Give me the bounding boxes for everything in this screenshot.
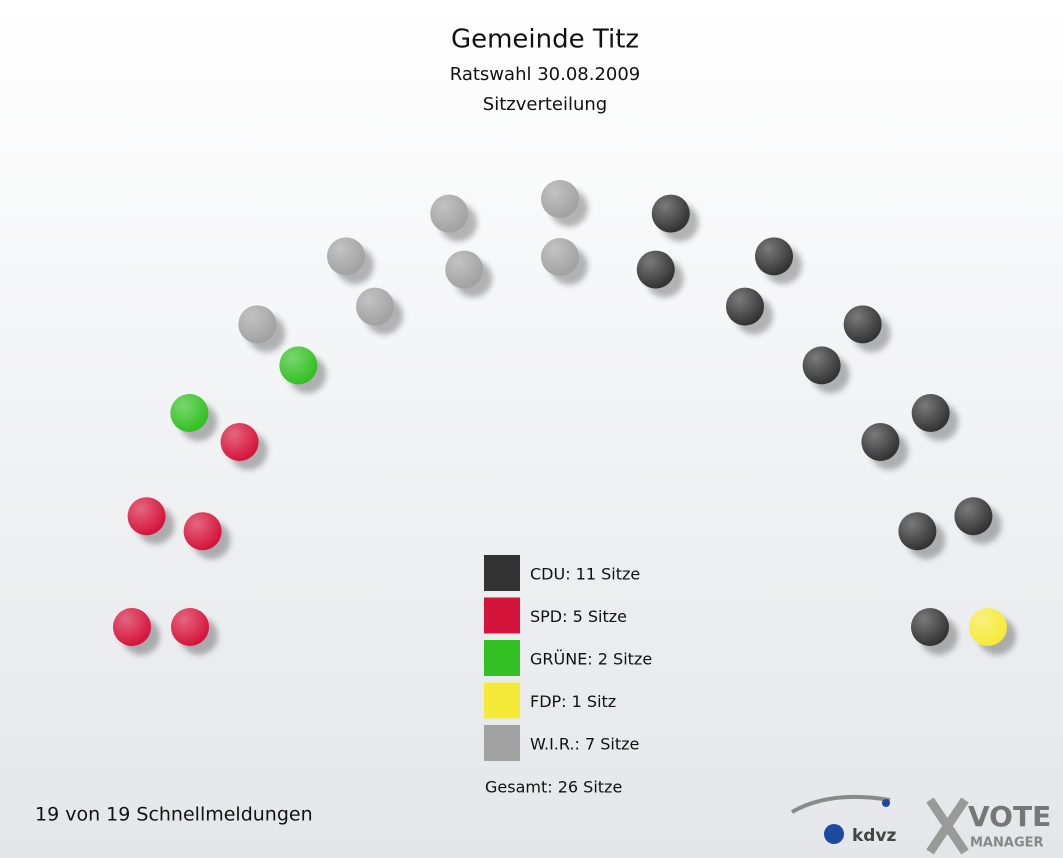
seat-shine — [954, 497, 993, 536]
party-seats — [113, 423, 268, 655]
party-seats — [636, 194, 1002, 655]
party-seats — [170, 346, 327, 441]
chart-title: Gemeinde Titz — [451, 25, 639, 55]
seat-shine — [171, 608, 209, 646]
seat-shine — [183, 512, 222, 551]
legend-swatch — [484, 640, 520, 676]
party-seats — [238, 180, 588, 353]
logo: kdvz VOTE MANAGER — [790, 794, 1051, 855]
seat-shine — [969, 608, 1007, 646]
seat-shine — [127, 497, 166, 536]
seat-shine — [911, 608, 949, 646]
seat-shine — [651, 194, 690, 233]
seat-shine — [802, 346, 841, 385]
seat-shine — [898, 512, 937, 551]
seat-shine — [113, 608, 151, 646]
seat-shine — [279, 346, 318, 385]
legend-label: SPD: 5 Sitze — [530, 607, 627, 626]
seat-shine — [861, 423, 900, 461]
seat-shine — [911, 394, 950, 432]
seat-shine — [843, 305, 882, 344]
seat-shine — [541, 238, 579, 276]
seat-shine — [445, 250, 484, 289]
chart-subtitle: Sitzverteilung — [483, 94, 607, 115]
legend-swatch — [484, 682, 520, 719]
footer: 19 von 19 Schnellmeldungen — [35, 804, 313, 826]
logo-brand: kdvz — [852, 826, 897, 846]
legend-swatch — [484, 597, 520, 634]
legend-label: CDU: 11 Sitze — [530, 565, 640, 584]
seat-shine — [170, 394, 209, 432]
total-label: Gesamt: 26 Sitze — [485, 778, 622, 797]
legend-label: GRÜNE: 2 Sitze — [530, 650, 652, 669]
seat-shine — [356, 287, 394, 326]
logo-product: VOTE — [968, 800, 1051, 833]
seat-shine — [327, 237, 365, 276]
legend-label: FDP: 1 Sitz — [530, 692, 616, 711]
seat-shine — [430, 194, 469, 233]
legend-label: W.I.R.: 7 Sitze — [530, 735, 639, 754]
chart-subtitle: Ratswahl 30.08.2009 — [450, 64, 641, 85]
seat-shine — [726, 287, 764, 326]
seat-shine — [541, 180, 579, 218]
party-seats — [969, 608, 1016, 655]
seat-shine — [220, 423, 259, 461]
legend-swatch — [484, 555, 520, 591]
seat-shine — [755, 237, 793, 276]
logo-product2: MANAGER — [970, 836, 1044, 851]
seat-shine — [636, 250, 675, 289]
legend-swatch — [484, 725, 520, 761]
seat-shine — [238, 305, 277, 344]
